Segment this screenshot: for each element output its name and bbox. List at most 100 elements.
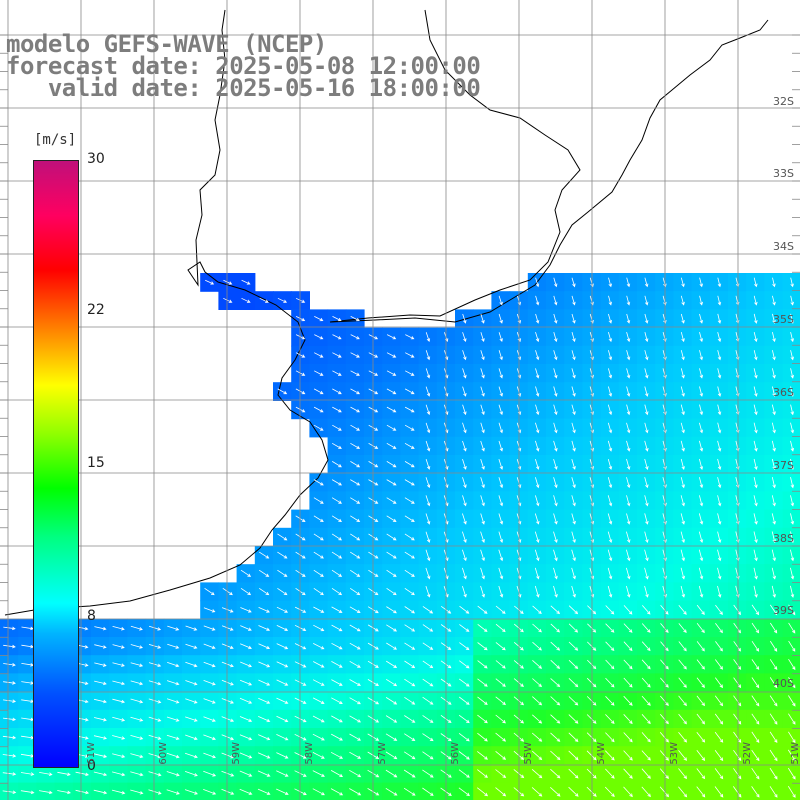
wind-arrow: [385, 769, 398, 778]
wind-arrow: [185, 661, 198, 668]
wind-arrow: [531, 768, 543, 779]
wind-cell: [418, 782, 438, 800]
wind-cell: [709, 782, 729, 800]
wind-arrow: [166, 680, 180, 686]
wind-arrow: [641, 623, 651, 633]
wind-arrow: [626, 531, 631, 543]
wind-arrow: [184, 789, 198, 795]
wind-arrow: [571, 585, 576, 598]
wind-arrow: [790, 567, 795, 580]
wind-arrow: [696, 786, 706, 798]
wind-arrow: [769, 767, 778, 780]
wind-arrow: [148, 644, 162, 649]
wind-arrow: [386, 533, 397, 541]
wind-arrow: [148, 716, 162, 722]
wind-cell: [782, 418, 800, 438]
wind-arrow: [534, 567, 540, 580]
wind-arrow: [425, 404, 431, 416]
wind-arrow: [166, 716, 180, 722]
wind-arrow: [608, 350, 613, 361]
wind-arrow: [130, 644, 143, 649]
wind-arrow: [678, 659, 687, 670]
wind-arrow: [385, 678, 398, 687]
wind-arrow: [699, 368, 704, 379]
wind-arrow: [221, 607, 234, 613]
wind-arrow: [422, 606, 434, 614]
wind-arrow: [769, 659, 778, 670]
wind-arrow: [404, 587, 415, 596]
wind-arrow: [571, 567, 576, 580]
wind-arrow: [550, 732, 561, 742]
wind-arrow: [586, 714, 597, 724]
wind-arrow: [607, 531, 613, 543]
wind-arrow: [349, 569, 361, 577]
wind-arrow: [312, 679, 325, 686]
wind-arrow: [753, 332, 758, 343]
wind-arrow: [20, 790, 35, 795]
wind-arrow: [717, 495, 722, 507]
wind-arrow: [535, 440, 540, 452]
wind-arrow: [130, 680, 144, 686]
wind-arrow: [589, 404, 594, 416]
wind-cell: [182, 782, 201, 800]
wind-arrow: [462, 477, 467, 489]
wind-arrow: [313, 643, 325, 650]
wind-cell: [163, 782, 183, 800]
wind-arrow: [532, 678, 543, 688]
wind-arrow: [535, 477, 540, 489]
wind-arrow: [167, 662, 180, 668]
wind-arrow: [203, 661, 216, 668]
wind-arrow: [626, 585, 631, 598]
wind-arrow: [534, 549, 540, 562]
lon-label-59w: 59W: [231, 742, 242, 765]
wind-arrow: [221, 752, 235, 759]
wind-cell: [145, 782, 165, 800]
wind-arrow: [698, 513, 704, 525]
wind-arrow: [386, 388, 397, 395]
wind-arrow: [769, 695, 778, 707]
wind-arrow: [386, 370, 397, 376]
wind-arrow: [498, 477, 504, 489]
wind-arrow: [680, 495, 685, 507]
wind-arrow: [771, 531, 776, 544]
wind-arrow: [425, 549, 431, 562]
wind-arrow: [753, 477, 758, 489]
wind-cell: [309, 782, 329, 800]
wind-arrow: [462, 585, 467, 598]
wind-arrow: [385, 697, 398, 705]
wind-arrow: [422, 696, 434, 705]
wind-arrow: [386, 479, 397, 486]
wind-arrow: [641, 677, 651, 688]
wind-arrow: [550, 714, 561, 724]
wind-arrow: [480, 332, 485, 342]
wind-arrow: [553, 277, 558, 288]
wind-arrow: [112, 644, 125, 649]
wind-arrow: [644, 549, 649, 562]
wind-arrow: [112, 698, 126, 704]
wind-arrow: [404, 678, 416, 687]
wind-arrow: [678, 695, 687, 707]
wind-arrow: [623, 786, 633, 798]
wind-arrow: [258, 625, 271, 631]
wind-arrow: [404, 442, 415, 449]
wind-arrow: [221, 716, 235, 722]
wind-arrow: [75, 789, 90, 795]
wind-arrow: [753, 313, 758, 324]
wind-arrow: [94, 662, 107, 667]
wind-arrow: [532, 623, 542, 633]
wind-arrow: [571, 440, 576, 452]
colorbar-unit: [m/s]: [34, 132, 77, 148]
wind-arrow: [753, 495, 758, 507]
wind-arrow: [644, 295, 649, 306]
wind-arrow: [659, 768, 669, 780]
wind-cell: [236, 782, 256, 800]
wind-arrow: [221, 770, 235, 777]
wind-arrow: [607, 477, 613, 489]
wind-arrow: [553, 549, 558, 562]
title-model: modelo GEFS-WAVE (NCEP): [6, 30, 327, 58]
wind-arrow: [331, 606, 343, 613]
wind-arrow: [39, 790, 53, 795]
wind-arrow: [699, 313, 703, 324]
wind-arrow: [462, 549, 467, 562]
wind-arrow: [386, 569, 397, 577]
